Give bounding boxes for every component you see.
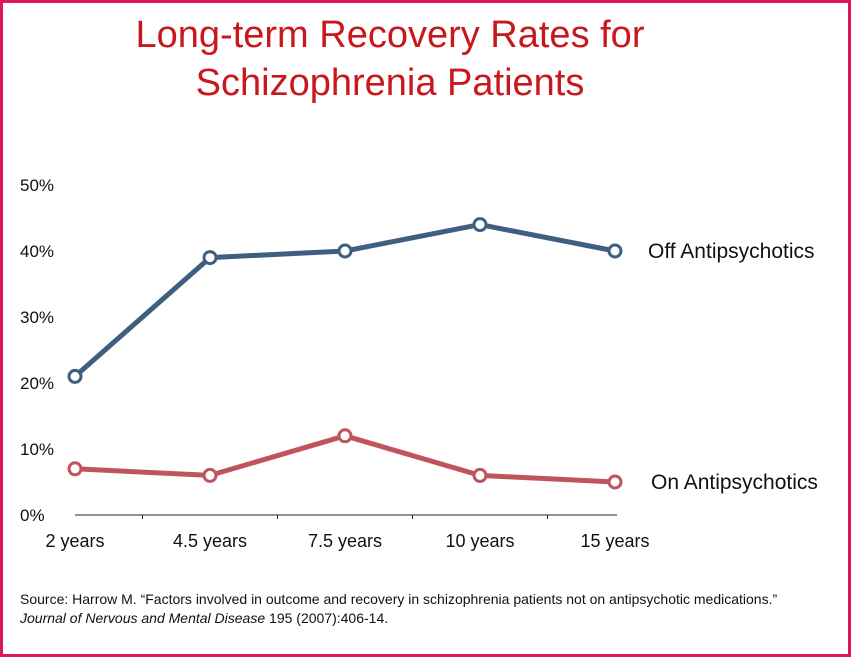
y-tick-label: 50% <box>20 176 54 195</box>
series-label: Off Antipsychotics <box>648 240 815 263</box>
x-tick-label: 15 years <box>580 531 649 551</box>
data-point <box>472 467 488 483</box>
y-tick-label: 40% <box>20 242 54 261</box>
series-label: On Antipsychotics <box>651 471 818 494</box>
y-tick-label: 0% <box>20 506 45 525</box>
data-point <box>202 250 218 266</box>
chart-title-line-1: Long-term Recovery Rates for <box>135 14 645 56</box>
x-tick-label: 10 years <box>445 531 514 551</box>
data-point <box>472 217 488 233</box>
y-tick-label: 30% <box>20 308 54 327</box>
data-point <box>202 467 218 483</box>
x-tick-label: 4.5 years <box>173 531 247 551</box>
x-tick-label: 7.5 years <box>308 531 382 551</box>
data-point <box>337 428 353 444</box>
data-point <box>67 461 83 477</box>
data-point <box>337 243 353 259</box>
y-tick-label: 10% <box>20 440 54 459</box>
y-tick-label: 20% <box>20 374 54 393</box>
source-prefix: Source: Harrow M. “Factors involved in o… <box>20 591 778 607</box>
source-suffix: 195 (2007):406-14. <box>265 610 389 626</box>
data-point <box>607 474 623 490</box>
x-tick-label: 2 years <box>45 531 104 551</box>
data-point <box>607 243 623 259</box>
data-point <box>67 368 83 384</box>
source-citation: Source: Harrow M. “Factors involved in o… <box>20 590 820 628</box>
source-journal: Journal of Nervous and Mental Disease <box>20 610 266 626</box>
chart-title-line-2: Schizophrenia Patients <box>195 62 585 104</box>
